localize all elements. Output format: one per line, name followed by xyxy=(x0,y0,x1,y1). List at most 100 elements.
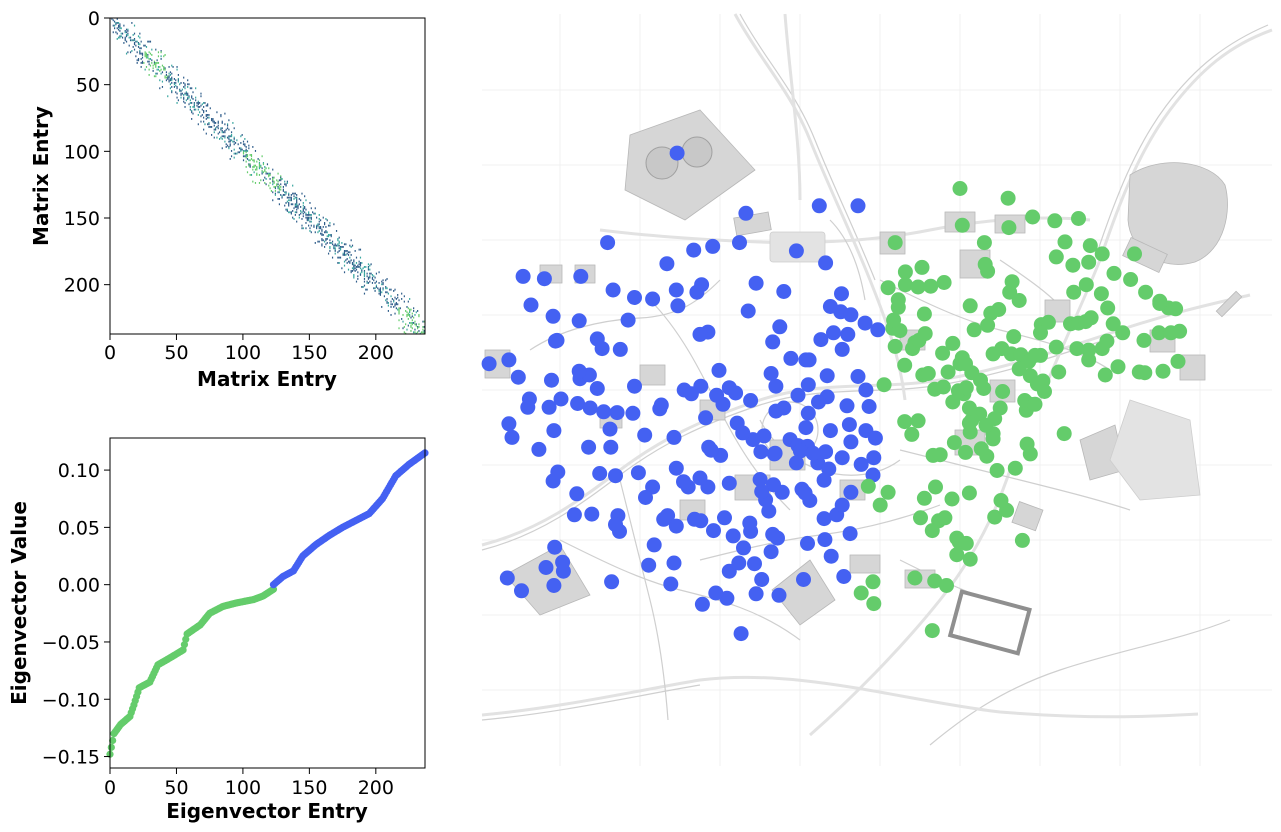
matrix-cell xyxy=(180,82,182,84)
map-point xyxy=(818,255,834,271)
matrix-cell xyxy=(168,72,170,75)
matrix-cell xyxy=(245,154,247,156)
matrix-cell xyxy=(296,194,298,196)
matrix-cell xyxy=(269,172,271,175)
matrix-cell xyxy=(200,120,202,123)
matrix-cell xyxy=(281,178,283,180)
map-point xyxy=(609,405,625,421)
matrix-cell xyxy=(361,270,363,272)
matrix-cell xyxy=(265,178,267,180)
map-roads xyxy=(481,13,1273,746)
matrix-cell xyxy=(398,299,400,302)
map-point xyxy=(536,271,552,287)
matrix-cell xyxy=(390,288,392,291)
matrix-cell xyxy=(289,211,291,214)
matrix-cell xyxy=(310,207,312,210)
matrix-cell xyxy=(113,27,116,30)
matrix-cell xyxy=(220,115,222,118)
map-point xyxy=(987,509,1003,525)
matrix-cell xyxy=(423,326,425,328)
matrix-cell xyxy=(272,191,274,194)
matrix-cell xyxy=(274,186,277,188)
matrix-cell xyxy=(216,126,218,128)
matrix-cell xyxy=(385,286,387,288)
matrix-cell xyxy=(125,34,128,36)
matrix-cell xyxy=(230,131,233,134)
matrix-cell xyxy=(155,64,157,67)
matrix-cell xyxy=(262,179,265,182)
matrix-cell xyxy=(318,230,320,232)
matrix-cell xyxy=(300,206,302,208)
map-point xyxy=(867,430,883,446)
matrix-cell xyxy=(148,58,150,60)
map-point xyxy=(600,235,616,251)
eigenvector-point xyxy=(109,736,117,745)
matrix-cell xyxy=(147,55,149,58)
matrix-cell xyxy=(288,211,290,214)
matrix-cell xyxy=(296,202,298,204)
matrix-cell xyxy=(176,92,178,95)
matrix-cell xyxy=(418,315,420,318)
matrix-cell xyxy=(141,52,144,55)
matrix-cell xyxy=(127,34,129,36)
matrix-cell xyxy=(365,288,367,291)
map-point xyxy=(603,439,619,455)
matrix-cell xyxy=(240,150,242,152)
map-point xyxy=(641,557,657,573)
map-point xyxy=(638,490,653,505)
matrix-cell xyxy=(169,74,172,76)
matrix-cell xyxy=(329,239,331,242)
matrix-cell xyxy=(175,82,177,84)
matrix-cell xyxy=(246,154,249,156)
matrix-cell xyxy=(119,30,121,32)
map-point xyxy=(976,381,992,396)
map-point xyxy=(768,378,784,394)
matrix-cell xyxy=(187,86,189,88)
matrix-cell xyxy=(386,291,388,294)
matrix-cell xyxy=(180,90,182,92)
matrix-cell xyxy=(262,163,265,166)
matrix-cell xyxy=(290,211,292,214)
matrix-cell xyxy=(367,267,370,270)
matrix-cell xyxy=(418,330,420,332)
matrix-cell xyxy=(394,303,396,306)
matrix-cell xyxy=(310,220,312,223)
matrix-x-ticks: 0 50 100 150 200 xyxy=(104,334,394,364)
matrix-panel: 0 50 100 150 200 0 50 100 150 200 Matrix Entry M… xyxy=(29,8,426,391)
map-point xyxy=(1123,272,1139,287)
matrix-cell xyxy=(363,278,366,280)
map-point xyxy=(818,444,834,460)
map-point xyxy=(1172,323,1188,339)
matrix-cell xyxy=(288,204,290,207)
map-point xyxy=(501,352,517,368)
matrix-cell xyxy=(177,79,179,82)
matrix-cell xyxy=(308,219,310,222)
matrix-cell xyxy=(309,220,311,223)
map-point xyxy=(783,350,799,366)
map-point xyxy=(811,394,826,410)
matrix-cell xyxy=(366,280,368,283)
matrix-cell xyxy=(196,102,198,104)
matrix-cell xyxy=(353,264,355,267)
matrix-cell xyxy=(261,167,263,170)
matrix-cell xyxy=(290,203,292,206)
matrix-cell xyxy=(261,171,263,174)
matrix-cell xyxy=(401,318,403,320)
matrix-cell xyxy=(245,146,247,148)
map-point xyxy=(836,569,852,584)
matrix-cell xyxy=(391,303,393,306)
matrix-cell xyxy=(203,110,205,112)
matrix-cell xyxy=(398,312,400,315)
matrix-cell xyxy=(296,208,298,211)
map-point xyxy=(1093,286,1109,302)
map-point xyxy=(1082,238,1098,254)
map-point xyxy=(949,547,965,563)
map-point xyxy=(709,387,725,403)
matrix-cell xyxy=(191,118,193,120)
map-point xyxy=(676,474,691,490)
matrix-cell xyxy=(343,254,346,256)
matrix-cell xyxy=(161,71,164,74)
matrix-cell xyxy=(351,267,354,270)
matrix-cell xyxy=(181,88,183,91)
matrix-cell xyxy=(230,135,233,138)
